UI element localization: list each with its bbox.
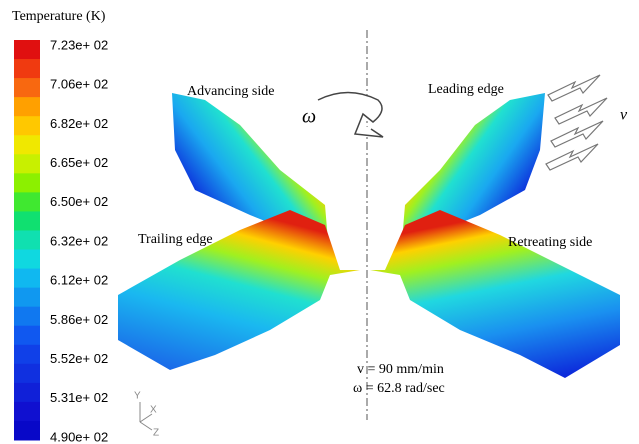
colorbar-band xyxy=(14,288,40,308)
colorbar-band xyxy=(14,269,40,289)
rotation: ω = 62.8 rad/sec xyxy=(353,381,445,396)
omega-symbol: ω xyxy=(302,106,316,128)
colorbar xyxy=(14,40,40,441)
colorbar-band xyxy=(14,116,40,136)
label: Leading edge xyxy=(428,82,504,97)
figure: Temperature (K) 7.23e+ 02 7.06e+ 02 6.82e+… xyxy=(0,0,639,444)
label: Retreating side xyxy=(508,235,592,250)
colorbar-label: 6.12e+ 02 xyxy=(50,273,108,288)
label: Advancing side xyxy=(187,84,274,99)
colorbar-band xyxy=(14,345,40,365)
legend-title: Temperature (K) xyxy=(12,9,106,24)
colorbar-band xyxy=(14,154,40,174)
colorbar-band xyxy=(14,173,40,193)
triad-label: X xyxy=(150,405,157,416)
colorbar-band xyxy=(14,135,40,155)
label: Trailing edge xyxy=(138,232,213,247)
colorbar-labels: 7.23e+ 02 7.06e+ 02 6.82e+ 02 6.65e+ 02 6.50… xyxy=(50,37,108,444)
rotation-arrow xyxy=(318,93,383,138)
colorbar-band xyxy=(14,402,40,422)
colorbar-label: 6.32e+ 02 xyxy=(50,233,108,248)
colorbar-label: 5.86e+ 02 xyxy=(50,312,108,327)
colorbar-label: 7.06e+ 02 xyxy=(50,77,108,92)
colorbar-band xyxy=(14,40,40,60)
colorbar-band xyxy=(14,307,40,327)
colorbar-band xyxy=(14,78,40,98)
speed: v = 90 mm/min xyxy=(357,362,444,377)
colorbar-band xyxy=(14,97,40,117)
triad-label: Z xyxy=(153,428,159,439)
triad-label: Y xyxy=(134,391,141,402)
colorbar-label: 6.82e+ 02 xyxy=(50,116,108,131)
colorbar-label: 5.52e+ 02 xyxy=(50,351,108,366)
colorbar-band xyxy=(14,230,40,250)
colorbar-band xyxy=(14,211,40,231)
colorbar-label: 4.90e+ 02 xyxy=(50,429,108,444)
colorbar-band xyxy=(14,59,40,79)
colorbar-band xyxy=(14,192,40,212)
colorbar-band xyxy=(14,250,40,270)
colorbar-band xyxy=(14,383,40,403)
colorbar-label: 6.50e+ 02 xyxy=(50,194,108,209)
colorbar-band xyxy=(14,421,40,441)
colorbar-label: 6.65e+ 02 xyxy=(50,155,108,170)
colorbar-band xyxy=(14,326,40,346)
velocity-arrows xyxy=(546,75,607,170)
colorbar-label: 5.31e+ 02 xyxy=(50,390,108,405)
velocity-symbol: v xyxy=(620,107,628,124)
colorbar-label: 7.23e+ 02 xyxy=(50,37,108,52)
colorbar-band xyxy=(14,364,40,384)
